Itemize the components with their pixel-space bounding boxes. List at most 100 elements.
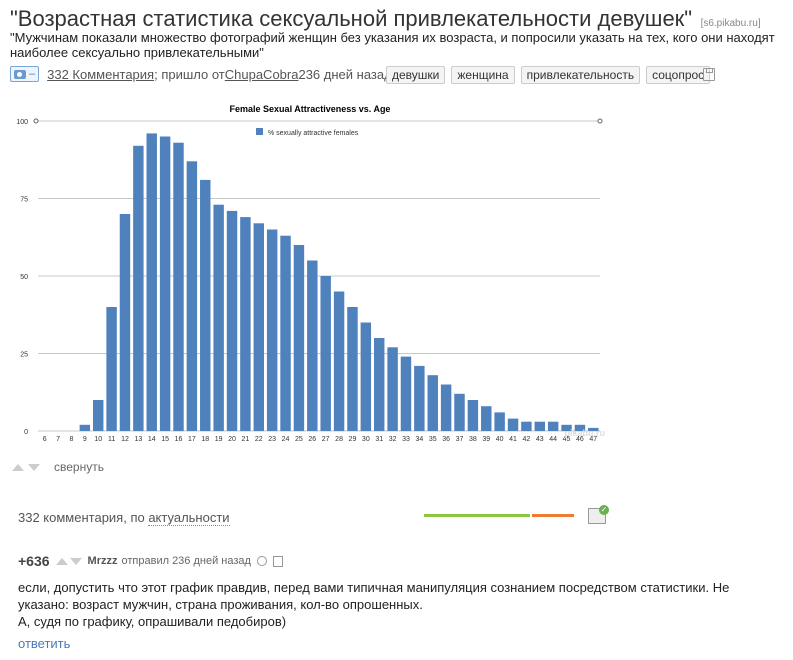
x-tick-label: 31 [375,436,383,443]
x-tick-label: 11 [108,436,115,443]
x-tick-label: 7 [56,436,60,443]
comment-downvote-icon[interactable] [69,557,82,565]
x-tick-label: 41 [509,436,517,443]
x-tick-label: 22 [255,436,263,443]
x-tick-label: 8 [69,436,73,443]
bar [253,223,265,431]
x-tick-label: 18 [201,436,209,443]
link-icon[interactable] [256,556,267,566]
upvote-arrow-icon[interactable] [12,463,24,471]
x-tick-label: 43 [536,436,544,443]
save-icon[interactable] [703,68,715,81]
bar [347,307,358,431]
bar [320,276,331,431]
x-tick-label: 28 [335,436,343,443]
x-tick-label: 17 [188,436,196,443]
tag[interactable]: женщина [451,66,515,84]
x-tick-label: 21 [242,436,250,443]
bar [280,235,291,431]
bar [173,142,184,431]
bar [507,418,519,431]
x-tick-label: 45 [563,436,571,443]
bar [494,412,505,431]
posted-from-text: ; пришло от [154,66,225,82]
bar [574,424,586,431]
bar [333,291,345,431]
author-link[interactable]: ChupaCobra [224,66,299,82]
bar [200,179,211,431]
comment-meta: отправил 236 дней назад [121,555,251,567]
y-tick-label: 25 [20,352,28,359]
collapse-link[interactable]: свернуть [54,460,104,474]
y-tick-label: 0 [24,429,28,436]
bar [467,400,479,431]
camera-dash: – [29,68,36,80]
post-title[interactable]: "Возрастная статистика сексуальной привл… [10,6,693,31]
comment-header: +636 Mrzzz отправил 236 дней назад [18,553,283,569]
x-tick-label: 47 [589,436,597,443]
chart: Female Sexual Attractiveness vs. Age 0 25 5… [16,104,605,443]
post-age: 236 дней назад [298,66,392,82]
comments-summary: 332 комментария, по актуальности [18,510,230,526]
tag[interactable]: привлекательность [520,66,641,84]
x-tick-label: 12 [121,436,129,443]
x-tick-label: 32 [389,436,397,443]
reply-link[interactable]: ответить [18,636,71,651]
x-tick-label: 38 [469,436,477,443]
comment-upvote-icon[interactable] [55,557,68,565]
bar [186,161,198,432]
sort-link[interactable]: актуальности [148,510,230,526]
bar [240,217,251,431]
x-tick-label: 15 [161,436,169,443]
bar [213,204,224,431]
x-tick-label: 27 [322,436,330,443]
bar [414,365,425,431]
bar [387,347,398,431]
bar [440,384,452,431]
post-source[interactable]: [s6.pikabu.ru] [700,18,761,29]
bar [92,400,104,431]
bar [266,229,278,431]
bar [400,356,412,431]
bar [133,145,144,432]
x-tick-label: 42 [523,436,531,443]
x-tick-label: 16 [175,436,183,443]
bar [119,214,131,431]
tag[interactable]: соцопрос [646,66,711,84]
bar [360,322,372,431]
x-tick-label: 30 [362,436,370,443]
x-tick-label: 25 [295,436,303,443]
bar [106,307,117,431]
x-tick-label: 44 [549,436,557,443]
save-comment-icon[interactable] [272,555,283,567]
bar [159,136,171,431]
comment-score: +636 [18,553,50,569]
bar [534,421,546,431]
comment-author[interactable]: Mrzzz [87,555,118,567]
comments-link[interactable]: 332 Комментария [47,66,155,82]
x-tick-label: 39 [482,436,490,443]
check-icon: ✓ [599,505,609,515]
x-tick-label: 23 [268,436,276,443]
x-tick-label: 14 [148,436,156,443]
camera-icon [14,69,26,79]
tag-list: девушки женщина привлекательность соцопр… [386,66,711,84]
x-tick-label: 6 [43,436,47,443]
y-tick-label: 75 [20,197,28,204]
axis-handle [597,118,603,124]
x-tick-label: 24 [282,436,290,443]
x-tick-label: 34 [415,436,423,443]
comment-text: если, допустить что этот график правдив,… [18,580,730,612]
y-tick-label: 50 [20,274,28,281]
camera-toggle-button[interactable]: – [10,66,40,82]
x-tick-label: 13 [134,436,142,443]
downvote-arrow-icon[interactable] [28,463,40,471]
bar [307,260,318,431]
tag[interactable]: девушки [386,66,446,84]
bar [427,375,438,431]
post-title-row: "Возрастная статистика сексуальной привл… [10,6,761,32]
bar [588,427,599,431]
chart-title: Female Sexual Attractiveness vs. Age [230,104,391,114]
x-tick-label: 9 [83,436,87,443]
comments-count: 332 комментария, по [18,510,149,525]
